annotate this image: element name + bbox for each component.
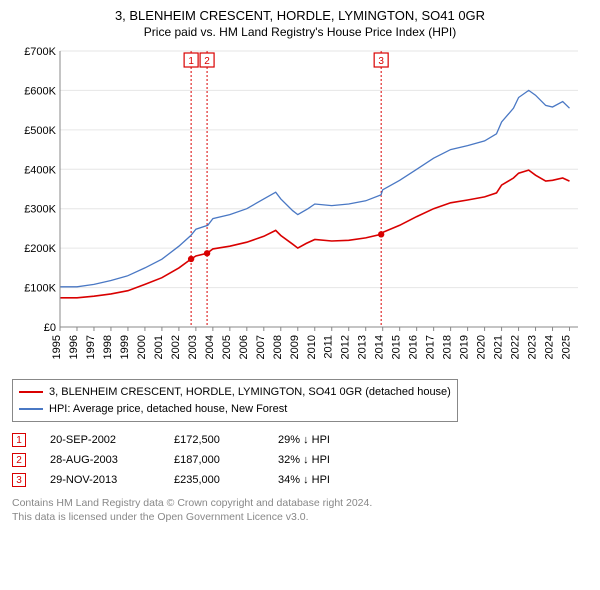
x-tick-label: 2024 (544, 335, 556, 359)
x-tick-label: 2025 (561, 335, 573, 359)
x-tick-label: 2000 (136, 335, 148, 359)
title-sub: Price paid vs. HM Land Registry's House … (12, 25, 588, 39)
sales-date: 20-SEP-2002 (50, 434, 150, 446)
x-tick-label: 1996 (68, 335, 80, 359)
x-tick-label: 2020 (476, 335, 488, 359)
plot-area (60, 51, 578, 327)
sales-marker: 3 (12, 473, 26, 487)
x-tick-label: 1995 (51, 335, 63, 359)
x-tick-label: 2005 (221, 335, 233, 359)
footnote-line: This data is licensed under the Open Gov… (12, 510, 588, 524)
x-tick-label: 2023 (527, 335, 539, 359)
x-tick-label: 2007 (255, 335, 267, 359)
marker-dot (188, 256, 194, 262)
sales-price: £235,000 (174, 474, 254, 486)
x-tick-label: 2016 (408, 335, 420, 359)
footnote-line: Contains HM Land Registry data © Crown c… (12, 496, 588, 510)
y-tick-label: £400K (24, 164, 56, 176)
marker-box-label: 3 (378, 56, 384, 67)
line-chart-svg: £0 £100K £200K £300K £400K £500K £600K £700K 12 3… (12, 43, 588, 373)
legend: 3, BLENHEIM CRESCENT, HORDLE, LYMINGTON,… (12, 379, 458, 422)
legend-row: HPI: Average price, detached house, New … (19, 401, 451, 418)
x-tick-label: 2014 (374, 335, 386, 359)
sales-row: 2 28-AUG-2003 £187,000 32% ↓ HPI (12, 450, 588, 470)
x-tick-label: 2022 (510, 335, 522, 359)
x-tick-label: 2019 (459, 335, 471, 359)
legend-label: HPI: Average price, detached house, New … (49, 401, 287, 418)
chart: £0 £100K £200K £300K £400K £500K £600K £700K 12 3… (12, 43, 588, 373)
x-tick-label: 2017 (425, 335, 437, 359)
y-tick-label: £600K (24, 85, 56, 97)
x-tick-label: 2021 (493, 335, 505, 359)
marker-box-label: 2 (204, 56, 210, 67)
y-tick-label: £300K (24, 204, 56, 216)
marker-box-label: 1 (188, 56, 194, 67)
x-tick-label: 1999 (119, 335, 131, 359)
legend-swatch (19, 391, 43, 393)
sales-row: 3 29-NOV-2013 £235,000 34% ↓ HPI (12, 470, 588, 490)
sales-date: 28-AUG-2003 (50, 454, 150, 466)
x-tick-label: 1997 (85, 335, 97, 359)
title-main: 3, BLENHEIM CRESCENT, HORDLE, LYMINGTON,… (12, 8, 588, 23)
sales-marker: 2 (12, 453, 26, 467)
x-tick-label: 2010 (306, 335, 318, 359)
y-tick-label: £200K (24, 243, 56, 255)
footnote: Contains HM Land Registry data © Crown c… (12, 496, 588, 524)
x-tick-label: 1998 (102, 335, 114, 359)
marker-dot (204, 250, 210, 256)
sales-vs-hpi: 29% ↓ HPI (278, 434, 358, 446)
sales-vs-hpi: 34% ↓ HPI (278, 474, 358, 486)
sales-date: 29-NOV-2013 (50, 474, 150, 486)
x-tick-label: 2002 (170, 335, 182, 359)
sales-price: £187,000 (174, 454, 254, 466)
sales-marker: 1 (12, 433, 26, 447)
x-tick-label: 2009 (289, 335, 301, 359)
x-tick-label: 2013 (357, 335, 369, 359)
x-tick-label: 2006 (238, 335, 250, 359)
legend-label: 3, BLENHEIM CRESCENT, HORDLE, LYMINGTON,… (49, 384, 451, 401)
legend-swatch (19, 408, 43, 410)
chart-container: 3, BLENHEIM CRESCENT, HORDLE, LYMINGTON,… (0, 0, 600, 532)
x-tick-label: 2012 (340, 335, 352, 359)
sales-vs-hpi: 32% ↓ HPI (278, 454, 358, 466)
legend-row: 3, BLENHEIM CRESCENT, HORDLE, LYMINGTON,… (19, 384, 451, 401)
x-tick-label: 2003 (187, 335, 199, 359)
y-tick-label: £700K (24, 46, 56, 58)
sales-price: £172,500 (174, 434, 254, 446)
x-tick-label: 2018 (442, 335, 454, 359)
sales-row: 1 20-SEP-2002 £172,500 29% ↓ HPI (12, 430, 588, 450)
x-tick-label: 2004 (204, 335, 216, 359)
y-tick-label: £500K (24, 125, 56, 137)
sales-table: 1 20-SEP-2002 £172,500 29% ↓ HPI 2 28-AUG-200… (12, 430, 588, 490)
y-tick-label: £0 (44, 322, 56, 334)
titles: 3, BLENHEIM CRESCENT, HORDLE, LYMINGTON,… (12, 8, 588, 39)
x-tick-label: 2015 (391, 335, 403, 359)
y-tick-label: £100K (24, 283, 56, 295)
x-tick-label: 2011 (323, 335, 335, 359)
marker-dot (378, 231, 384, 237)
x-tick-label: 2001 (153, 335, 165, 359)
x-tick-label: 2008 (272, 335, 284, 359)
